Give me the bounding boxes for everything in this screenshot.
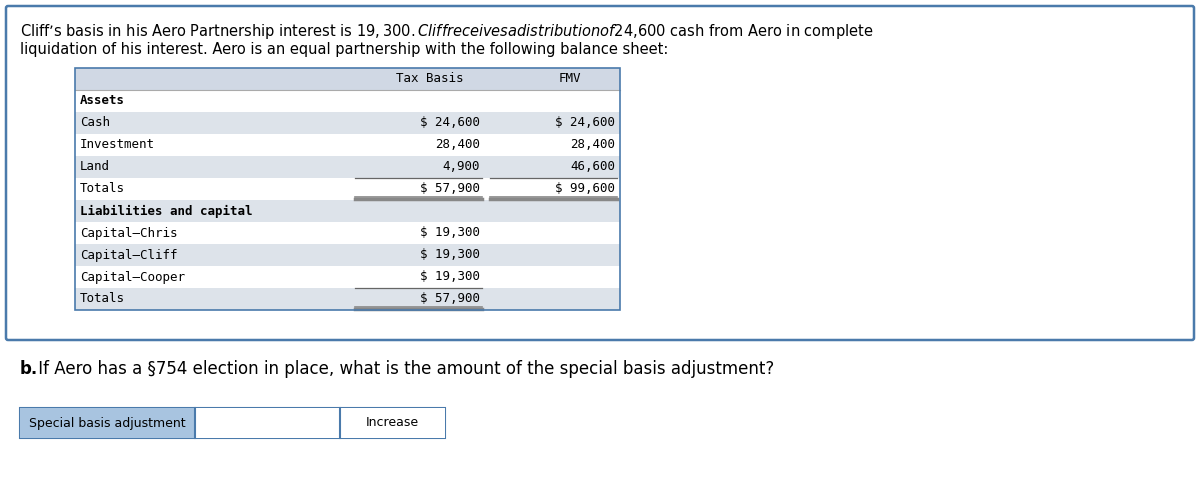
Bar bbox=[74, 178, 620, 200]
Bar bbox=[74, 200, 620, 222]
Text: $ 19,300: $ 19,300 bbox=[420, 248, 480, 261]
Text: Assets: Assets bbox=[80, 95, 125, 107]
Bar bbox=[74, 222, 620, 244]
Text: Totals: Totals bbox=[80, 292, 125, 306]
Text: Liabilities and capital: Liabilities and capital bbox=[80, 205, 252, 217]
Text: Tax Basis: Tax Basis bbox=[396, 72, 463, 85]
Text: Cash: Cash bbox=[80, 116, 110, 130]
Bar bbox=[20, 408, 194, 438]
Bar bbox=[74, 288, 620, 310]
Bar bbox=[74, 156, 620, 178]
Text: $ 24,600: $ 24,600 bbox=[420, 116, 480, 130]
Text: $ 57,900: $ 57,900 bbox=[420, 292, 480, 306]
FancyBboxPatch shape bbox=[6, 6, 1194, 340]
Text: Cliff’s basis in his Aero Partnership interest is $19,300. Cliff receives a dist: Cliff’s basis in his Aero Partnership in… bbox=[20, 22, 874, 41]
Text: 46,600: 46,600 bbox=[570, 161, 616, 174]
Text: 28,400: 28,400 bbox=[436, 139, 480, 151]
Bar bbox=[74, 134, 620, 156]
Text: FMV: FMV bbox=[559, 72, 581, 85]
Text: b.: b. bbox=[20, 360, 38, 378]
Text: $ 57,900: $ 57,900 bbox=[420, 182, 480, 196]
Text: Investment: Investment bbox=[80, 139, 155, 151]
Text: If Aero has a §754 election in place, what is the amount of the special basis ad: If Aero has a §754 election in place, wh… bbox=[34, 360, 774, 378]
Bar bbox=[194, 408, 340, 438]
Text: Capital–Cliff: Capital–Cliff bbox=[80, 248, 178, 261]
Text: Land: Land bbox=[80, 161, 110, 174]
Bar bbox=[74, 244, 620, 266]
Text: $ 24,600: $ 24,600 bbox=[554, 116, 616, 130]
Text: $ 99,600: $ 99,600 bbox=[554, 182, 616, 196]
Bar bbox=[340, 408, 445, 438]
Text: Special basis adjustment: Special basis adjustment bbox=[29, 417, 186, 429]
Bar bbox=[74, 68, 620, 90]
Text: 4,900: 4,900 bbox=[443, 161, 480, 174]
Text: 28,400: 28,400 bbox=[570, 139, 616, 151]
Text: liquidation of his interest. Aero is an equal partnership with the following bal: liquidation of his interest. Aero is an … bbox=[20, 42, 668, 57]
Bar bbox=[74, 112, 620, 134]
Text: $ 19,300: $ 19,300 bbox=[420, 271, 480, 283]
Bar bbox=[74, 68, 620, 310]
Text: Totals: Totals bbox=[80, 182, 125, 196]
Bar bbox=[20, 408, 445, 438]
Bar bbox=[74, 266, 620, 288]
Text: $ 19,300: $ 19,300 bbox=[420, 226, 480, 240]
Bar bbox=[74, 90, 620, 112]
Text: Capital–Chris: Capital–Chris bbox=[80, 226, 178, 240]
Text: Capital–Cooper: Capital–Cooper bbox=[80, 271, 185, 283]
Text: Increase: Increase bbox=[366, 417, 419, 429]
